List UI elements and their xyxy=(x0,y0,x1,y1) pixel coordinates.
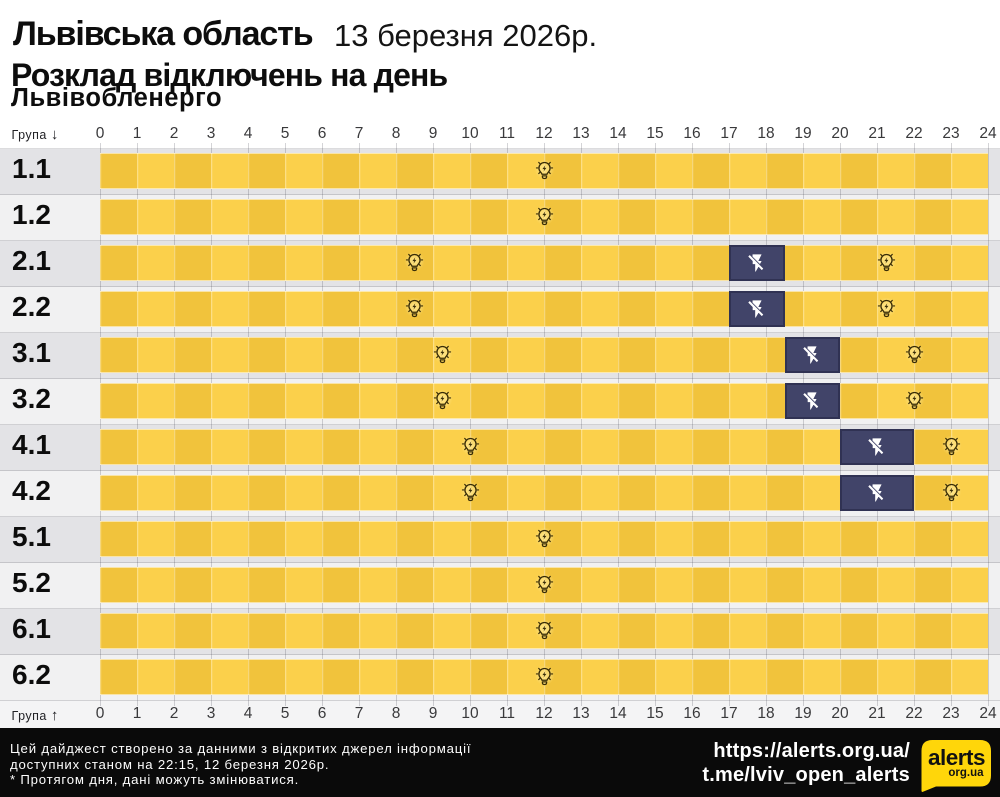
svg-text:org.ua: org.ua xyxy=(948,767,984,779)
svg-text:alerts: alerts xyxy=(928,745,985,770)
